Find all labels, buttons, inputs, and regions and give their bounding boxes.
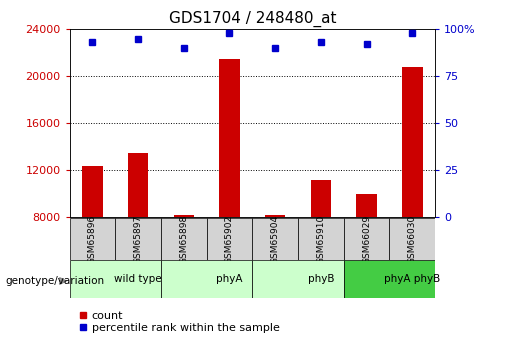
Bar xyxy=(311,180,331,217)
Text: GSM65902: GSM65902 xyxy=(225,215,234,264)
Bar xyxy=(161,260,252,298)
Bar xyxy=(356,194,377,217)
Text: phyA phyB: phyA phyB xyxy=(384,275,440,284)
Bar xyxy=(82,166,102,217)
Bar xyxy=(389,218,435,260)
Text: GSM65898: GSM65898 xyxy=(179,215,188,264)
Text: GSM66030: GSM66030 xyxy=(408,215,417,264)
Bar xyxy=(161,218,207,260)
Bar xyxy=(115,218,161,260)
Bar xyxy=(344,260,435,298)
Legend: count, percentile rank within the sample: count, percentile rank within the sample xyxy=(75,307,284,338)
Text: GSM65904: GSM65904 xyxy=(271,215,280,264)
Bar xyxy=(174,215,194,217)
Bar xyxy=(298,218,344,260)
Text: phyA: phyA xyxy=(216,275,243,284)
Bar xyxy=(219,59,240,217)
Text: GSM65897: GSM65897 xyxy=(133,215,143,264)
Title: GDS1704 / 248480_at: GDS1704 / 248480_at xyxy=(168,10,336,27)
Bar xyxy=(265,215,285,217)
Bar xyxy=(70,218,115,260)
Bar xyxy=(344,218,389,260)
Bar xyxy=(252,218,298,260)
Bar xyxy=(70,260,161,298)
Text: wild type: wild type xyxy=(114,275,162,284)
Bar xyxy=(252,260,344,298)
Text: phyB: phyB xyxy=(307,275,334,284)
Bar xyxy=(402,67,423,217)
Text: GSM65910: GSM65910 xyxy=(316,215,325,264)
Bar xyxy=(128,153,148,217)
Text: GSM66029: GSM66029 xyxy=(362,215,371,264)
Text: genotype/variation: genotype/variation xyxy=(5,276,104,286)
Text: GSM65896: GSM65896 xyxy=(88,215,97,264)
Bar xyxy=(207,218,252,260)
